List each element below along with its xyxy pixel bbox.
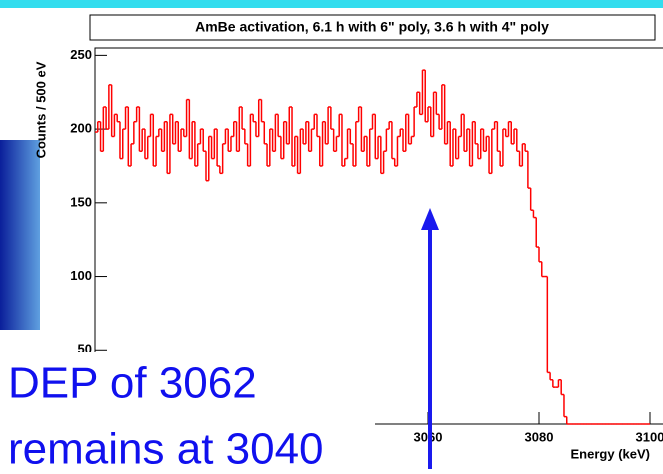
x-axis-label: Energy (keV) (571, 446, 650, 461)
x-tick-label: 3080 (525, 429, 554, 444)
y-axis-label: Counts / 500 eV (33, 61, 48, 158)
y-tick-label: 250 (70, 47, 92, 62)
arrowhead (421, 208, 439, 230)
y-tick-label: 100 (70, 268, 92, 283)
x-tick-label: 3100 (636, 429, 663, 444)
overlay-text: remains at 3040 (8, 425, 324, 469)
y-tick-label: 150 (70, 194, 92, 209)
background-image (0, 140, 40, 330)
slide-band (0, 0, 663, 8)
overlay-text: DEP of 3062 (8, 359, 257, 408)
chart-title: AmBe activation, 6.1 h with 6" poly, 3.6… (195, 19, 549, 35)
title-box (89, 14, 656, 41)
overlay-box (0, 352, 375, 469)
y-tick-label: 200 (70, 121, 92, 136)
